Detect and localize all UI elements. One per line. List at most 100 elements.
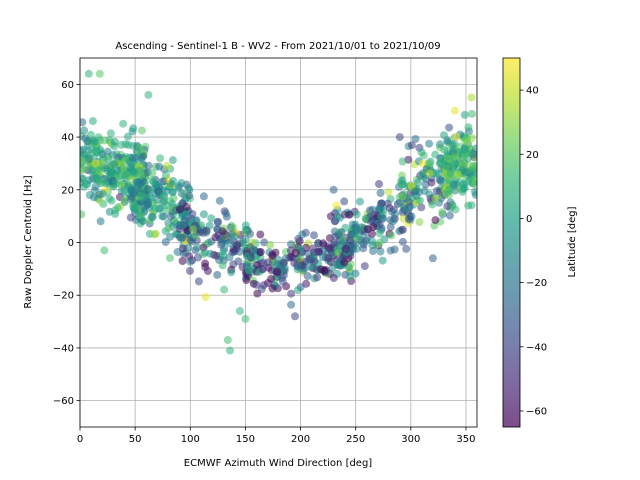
- data-point: [331, 232, 340, 241]
- data-point: [256, 248, 265, 256]
- data-point: [425, 139, 434, 148]
- data-point: [113, 203, 122, 212]
- data-point: [352, 244, 361, 253]
- data-point: [472, 174, 477, 183]
- data-point: [148, 169, 157, 177]
- data-point: [252, 280, 261, 289]
- data-point: [201, 293, 210, 301]
- data-point: [362, 215, 370, 224]
- data-point: [218, 261, 227, 270]
- data-point: [332, 201, 341, 210]
- data-point: [166, 254, 174, 263]
- data-point: [80, 118, 87, 127]
- colorbar-tick-label: 20: [526, 150, 539, 161]
- data-point: [88, 117, 97, 126]
- data-point: [360, 262, 369, 271]
- y-tick-label: −60: [53, 396, 74, 407]
- data-point: [411, 187, 420, 196]
- data-point: [471, 144, 477, 153]
- data-point: [188, 210, 197, 218]
- data-point: [307, 263, 316, 272]
- data-point: [459, 184, 468, 193]
- data-point: [159, 212, 168, 221]
- data-point: [375, 204, 384, 213]
- data-point: [227, 268, 236, 277]
- data-point: [220, 244, 229, 253]
- data-point: [207, 214, 216, 223]
- data-point: [352, 210, 361, 219]
- data-point: [342, 245, 351, 253]
- data-point: [230, 232, 239, 241]
- data-point: [215, 196, 224, 205]
- data-point: [445, 123, 454, 132]
- data-point: [438, 208, 447, 217]
- y-tick-label: 0: [68, 238, 74, 249]
- data-point: [436, 140, 445, 149]
- data-point: [120, 198, 129, 206]
- data-point: [156, 154, 165, 163]
- data-point: [268, 284, 277, 293]
- data-point: [80, 166, 86, 175]
- data-point: [178, 244, 187, 253]
- data-point: [152, 180, 161, 189]
- x-axis-label: ECMWF Azimuth Wind Direction [deg]: [184, 458, 373, 469]
- data-point: [226, 239, 234, 248]
- data-point: [294, 234, 303, 243]
- data-point: [467, 201, 476, 210]
- data-point: [376, 189, 385, 197]
- x-tick-label: 200: [291, 434, 310, 445]
- data-point: [213, 218, 222, 227]
- data-point: [460, 145, 469, 154]
- data-point: [166, 212, 175, 221]
- data-point: [333, 244, 342, 253]
- data-point: [287, 300, 296, 309]
- data-point: [399, 206, 408, 215]
- data-point: [276, 261, 285, 270]
- data-point: [161, 238, 170, 246]
- data-point: [250, 246, 259, 254]
- data-point: [273, 267, 282, 276]
- data-point: [138, 126, 146, 135]
- data-point: [417, 148, 426, 157]
- data-point: [317, 265, 326, 274]
- data-point: [351, 269, 360, 278]
- data-point: [345, 210, 354, 219]
- chart-title: Ascending - Sentinel-1 B - WV2 - From 20…: [115, 41, 440, 52]
- data-point: [461, 168, 470, 176]
- data-point: [144, 161, 153, 170]
- data-point: [407, 141, 416, 150]
- data-point: [244, 266, 253, 275]
- data-point: [390, 245, 399, 254]
- data-point: [428, 200, 437, 209]
- data-point: [435, 175, 444, 184]
- data-point: [185, 191, 194, 200]
- data-point: [346, 236, 355, 245]
- data-point: [287, 289, 296, 298]
- data-point: [160, 191, 168, 200]
- data-point: [168, 188, 177, 197]
- data-point: [126, 213, 135, 222]
- data-point: [111, 179, 120, 188]
- data-point: [471, 190, 477, 199]
- data-point: [119, 163, 128, 172]
- data-point: [268, 250, 277, 259]
- data-point: [105, 194, 114, 203]
- data-point: [155, 162, 163, 171]
- data-point: [319, 239, 328, 248]
- data-point: [100, 246, 109, 255]
- data-point: [270, 259, 278, 268]
- data-point: [110, 160, 118, 169]
- data-point: [356, 197, 364, 206]
- data-point: [87, 167, 96, 175]
- data-point: [80, 210, 86, 219]
- y-tick-label: 40: [61, 133, 74, 144]
- y-axis-ticks: −60 −40 −20 0 20 40 60: [53, 80, 80, 407]
- data-point: [220, 285, 229, 294]
- data-point: [146, 185, 155, 194]
- data-point: [415, 218, 424, 227]
- data-point: [398, 192, 407, 201]
- colorbar-label: Latitude [deg]: [567, 206, 578, 277]
- data-point: [241, 235, 250, 243]
- data-point: [213, 225, 222, 233]
- data-point: [85, 155, 94, 163]
